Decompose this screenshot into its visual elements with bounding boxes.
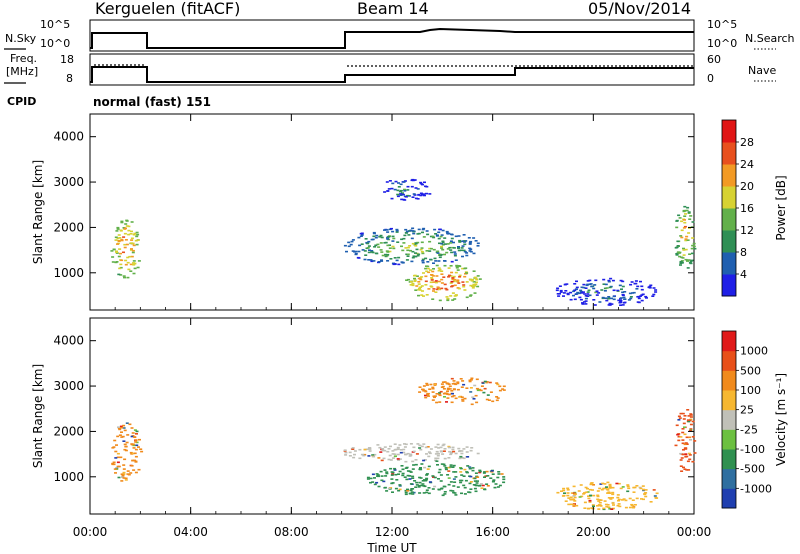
velocity-echo-region xyxy=(111,422,144,482)
velocity-panel-frame xyxy=(89,317,695,515)
power-echo-region xyxy=(383,178,432,201)
colorbar-segment xyxy=(722,186,736,209)
y-tick-label: 4000 xyxy=(53,130,84,144)
velocity-colorbar: 1000 500 100 25 -25 -100 -500 -1000 Velocity [m … xyxy=(721,330,788,509)
colorbar-segment xyxy=(722,409,736,430)
freq-tick-bottom: 8 xyxy=(66,72,73,85)
x-tick-label: 12:00 xyxy=(375,525,410,539)
colorbar-segment xyxy=(722,230,736,253)
colorbar-segment xyxy=(722,370,736,391)
velocity-echoes xyxy=(111,377,697,511)
y-tick-label: 4000 xyxy=(53,334,84,348)
nsearch-tick-bottom: 10^0 xyxy=(707,37,738,50)
velocity-y-axis-label: Slant Range [km] xyxy=(31,364,45,468)
nsky-panel-frame xyxy=(89,19,695,52)
colorbar-tick-label: 1000 xyxy=(740,345,768,358)
y-tick-label: 2000 xyxy=(53,424,84,438)
x-tick-label: 04:00 xyxy=(173,525,208,539)
freq-unit-label: [MHz] xyxy=(6,65,39,78)
colorbar-segment xyxy=(722,120,736,143)
colorbar-segment xyxy=(722,350,736,371)
power-echo-region xyxy=(343,227,480,266)
y-tick-label: 3000 xyxy=(53,175,84,189)
colorbar-segment xyxy=(722,449,736,470)
colorbar-segment xyxy=(722,468,736,489)
velocity-axes: 1000 2000 3000 4000 Slant Range [km] xyxy=(31,318,695,514)
power-echo-region xyxy=(405,264,482,302)
colorbar-segment xyxy=(722,274,736,297)
power-echo-region xyxy=(674,205,697,269)
colorbar-segment xyxy=(722,208,736,231)
power-colorbar-label: Power [dB] xyxy=(774,175,788,240)
freq-trace xyxy=(90,66,694,83)
velocity-echo-region xyxy=(343,443,480,463)
x-tick-label: 08:00 xyxy=(274,525,309,539)
power-axes: 1000 2000 3000 4000 Slant Range [km] xyxy=(31,114,695,310)
x-tick-labels: 00:00 04:00 08:00 12:00 16:00 20:00 00:00 xyxy=(73,525,712,539)
date-label: 05/Nov/2014 xyxy=(588,0,692,18)
colorbar-tick-label: 500 xyxy=(740,364,761,377)
x-tick-label: 20:00 xyxy=(576,525,611,539)
colorbar-tick-label: 28 xyxy=(740,136,754,149)
colorbar-tick-label: 12 xyxy=(740,224,754,237)
nsky-label: N.Sky xyxy=(5,32,37,45)
nave-tick-bottom: 0 xyxy=(707,72,714,85)
colorbar-segment xyxy=(722,390,736,411)
nsky-trace xyxy=(90,27,694,49)
power-echo-region xyxy=(555,277,658,306)
colorbar-tick-label: 16 xyxy=(740,202,754,215)
colorbar-tick-label: 20 xyxy=(740,180,754,193)
colorbar-segment xyxy=(722,429,736,450)
freq-panel-frame xyxy=(89,53,695,86)
power-colorbar: 4 8 12 16 20 24 28 Power [dB] xyxy=(721,119,788,297)
x-tick-label: 00:00 xyxy=(73,525,108,539)
colorbar-tick-label: 24 xyxy=(740,158,754,171)
velocity-echo-region xyxy=(674,409,697,472)
y-tick-label: 2000 xyxy=(53,220,84,234)
y-tick-label: 1000 xyxy=(53,266,84,280)
nave-tick-top: 60 xyxy=(707,53,721,66)
colorbar-segment xyxy=(722,331,736,352)
colorbar-tick-label: 8 xyxy=(740,246,747,259)
colorbar-tick-label: 25 xyxy=(740,404,754,417)
colorbar-tick-label: -25 xyxy=(740,423,758,436)
nsky-tick-top: 10^5 xyxy=(40,18,71,31)
nave-label: Nave xyxy=(748,64,777,77)
nsky-tick-bottom: 10^0 xyxy=(40,37,71,50)
colorbar-segment xyxy=(722,252,736,275)
colorbar-tick-label: 4 xyxy=(740,268,747,281)
power-y-axis-label: Slant Range [km] xyxy=(31,160,45,264)
y-tick-label: 1000 xyxy=(53,470,84,484)
radar-title: Kerguelen (fitACF) xyxy=(95,0,241,18)
velocity-colorbar-label: Velocity [m s⁻¹] xyxy=(774,373,788,466)
velocity-echo-region xyxy=(366,463,506,497)
y-tick-label: 3000 xyxy=(53,379,84,393)
x-axis-label: Time UT xyxy=(366,541,417,554)
velocity-echo-region xyxy=(556,481,659,511)
colorbar-segment xyxy=(722,142,736,165)
freq-label: Freq. xyxy=(10,52,38,65)
cpid-label: CPID xyxy=(7,95,37,108)
nsearch-tick-top: 10^5 xyxy=(707,18,738,31)
x-tick-label: 00:00 xyxy=(677,525,712,539)
colorbar-segment xyxy=(722,164,736,187)
colorbar-segment xyxy=(722,488,736,509)
cpid-value: normal (fast) 151 xyxy=(93,95,211,109)
power-echo-region xyxy=(110,219,141,279)
velocity-echo-region xyxy=(418,377,506,406)
x-tick-label: 16:00 xyxy=(475,525,510,539)
nsearch-label: N.Search xyxy=(745,32,795,45)
power-panel-frame xyxy=(89,113,695,311)
colorbar-tick-label: -100 xyxy=(740,443,765,456)
colorbar-tick-label: -500 xyxy=(740,463,765,476)
freq-tick-top: 18 xyxy=(60,53,74,66)
beam-label: Beam 14 xyxy=(357,0,429,18)
colorbar-tick-label: -1000 xyxy=(740,482,772,495)
power-echoes xyxy=(110,178,697,306)
colorbar-tick-label: 100 xyxy=(740,384,761,397)
